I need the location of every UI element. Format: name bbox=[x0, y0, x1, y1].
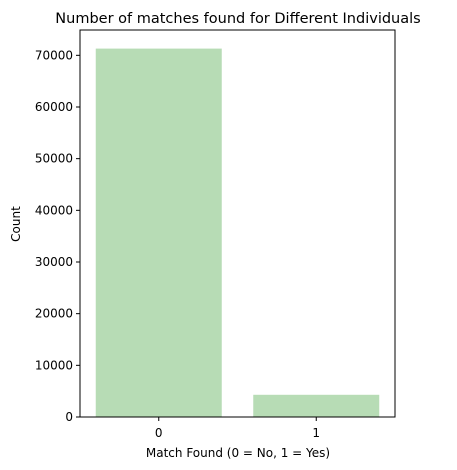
bars-group bbox=[95, 48, 380, 417]
x-axis-label: Match Found (0 = No, 1 = Yes) bbox=[146, 446, 330, 460]
y-axis-ticks: 0 10000 20000 30000 40000 50000 60000 70000 bbox=[35, 48, 80, 424]
y-tick-label: 30000 bbox=[35, 255, 73, 269]
x-tick-label: 1 bbox=[312, 426, 320, 440]
x-tick-label: 0 bbox=[155, 426, 163, 440]
y-tick-label: 60000 bbox=[35, 100, 73, 114]
plot-frame bbox=[79, 29, 396, 418]
chart-title: Number of matches found for Different In… bbox=[55, 11, 420, 27]
y-tick-label: 20000 bbox=[35, 307, 73, 321]
bar-0 bbox=[95, 48, 222, 417]
y-tick-label: 0 bbox=[65, 410, 73, 424]
y-tick-label: 70000 bbox=[35, 48, 73, 62]
y-tick-label: 10000 bbox=[35, 358, 73, 372]
bar-1 bbox=[253, 394, 380, 417]
y-tick-label: 50000 bbox=[35, 152, 73, 166]
y-tick-label: 40000 bbox=[35, 203, 73, 217]
y-axis-label: Count bbox=[9, 206, 23, 242]
